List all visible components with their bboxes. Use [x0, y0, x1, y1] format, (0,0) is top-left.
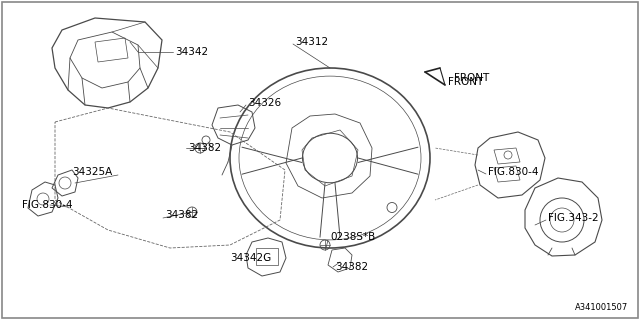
Text: FIG.830-4: FIG.830-4 — [22, 200, 72, 210]
Text: 34342: 34342 — [175, 47, 208, 57]
Text: 34326: 34326 — [248, 98, 281, 108]
Text: 34382: 34382 — [188, 143, 221, 153]
Text: 34382: 34382 — [335, 262, 368, 272]
Text: 34382: 34382 — [165, 210, 198, 220]
Text: 34342G: 34342G — [230, 253, 271, 263]
Text: A341001507: A341001507 — [575, 303, 628, 312]
Text: 34325A: 34325A — [72, 167, 112, 177]
Text: FIG.830-4: FIG.830-4 — [488, 167, 538, 177]
Text: 0238S*B: 0238S*B — [330, 232, 375, 242]
Text: FIG.343-2: FIG.343-2 — [548, 213, 598, 223]
Text: FRONT: FRONT — [448, 77, 483, 87]
Text: 34312: 34312 — [295, 37, 328, 47]
Text: FRONT: FRONT — [454, 73, 489, 83]
